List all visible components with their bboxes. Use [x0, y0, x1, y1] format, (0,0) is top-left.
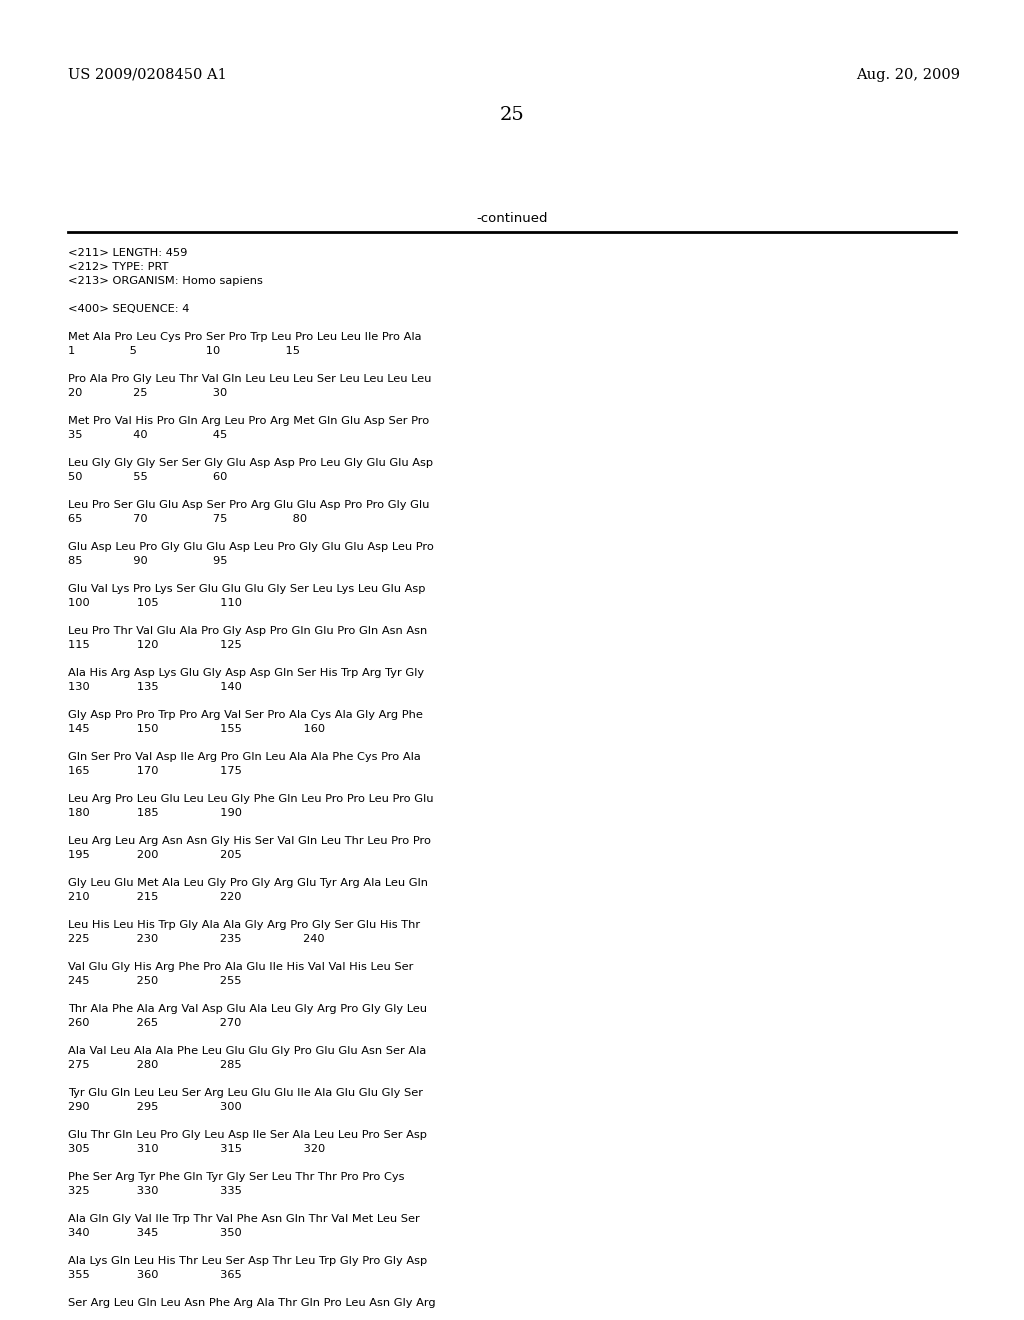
Text: Ala His Arg Asp Lys Glu Gly Asp Asp Gln Ser His Trp Arg Tyr Gly: Ala His Arg Asp Lys Glu Gly Asp Asp Gln … [68, 668, 424, 678]
Text: 325             330                 335: 325 330 335 [68, 1185, 242, 1196]
Text: 305             310                 315                 320: 305 310 315 320 [68, 1144, 326, 1154]
Text: 290             295                 300: 290 295 300 [68, 1102, 242, 1111]
Text: 115             120                 125: 115 120 125 [68, 640, 242, 649]
Text: -continued: -continued [476, 211, 548, 224]
Text: <213> ORGANISM: Homo sapiens: <213> ORGANISM: Homo sapiens [68, 276, 263, 286]
Text: Pro Ala Pro Gly Leu Thr Val Gln Leu Leu Leu Ser Leu Leu Leu Leu: Pro Ala Pro Gly Leu Thr Val Gln Leu Leu … [68, 374, 431, 384]
Text: 275             280                 285: 275 280 285 [68, 1060, 242, 1071]
Text: Ala Val Leu Ala Ala Phe Leu Glu Glu Gly Pro Glu Glu Asn Ser Ala: Ala Val Leu Ala Ala Phe Leu Glu Glu Gly … [68, 1045, 426, 1056]
Text: 50              55                  60: 50 55 60 [68, 473, 227, 482]
Text: 180             185                 190: 180 185 190 [68, 808, 242, 818]
Text: Glu Thr Gln Leu Pro Gly Leu Asp Ile Ser Ala Leu Leu Pro Ser Asp: Glu Thr Gln Leu Pro Gly Leu Asp Ile Ser … [68, 1130, 427, 1140]
Text: <211> LENGTH: 459: <211> LENGTH: 459 [68, 248, 187, 257]
Text: Leu Gly Gly Gly Ser Ser Gly Glu Asp Asp Pro Leu Gly Glu Glu Asp: Leu Gly Gly Gly Ser Ser Gly Glu Asp Asp … [68, 458, 433, 469]
Text: 65              70                  75                  80: 65 70 75 80 [68, 513, 307, 524]
Text: Leu Arg Pro Leu Glu Leu Leu Gly Phe Gln Leu Pro Pro Leu Pro Glu: Leu Arg Pro Leu Glu Leu Leu Gly Phe Gln … [68, 795, 433, 804]
Text: 20              25                  30: 20 25 30 [68, 388, 227, 399]
Text: 25: 25 [500, 106, 524, 124]
Text: 225             230                 235                 240: 225 230 235 240 [68, 935, 325, 944]
Text: 85              90                  95: 85 90 95 [68, 556, 227, 566]
Text: 355             360                 365: 355 360 365 [68, 1270, 242, 1280]
Text: 1               5                   10                  15: 1 5 10 15 [68, 346, 300, 356]
Text: Ala Lys Gln Leu His Thr Leu Ser Asp Thr Leu Trp Gly Pro Gly Asp: Ala Lys Gln Leu His Thr Leu Ser Asp Thr … [68, 1257, 427, 1266]
Text: 165             170                 175: 165 170 175 [68, 766, 242, 776]
Text: 145             150                 155                 160: 145 150 155 160 [68, 723, 326, 734]
Text: 245             250                 255: 245 250 255 [68, 975, 242, 986]
Text: Met Ala Pro Leu Cys Pro Ser Pro Trp Leu Pro Leu Leu Ile Pro Ala: Met Ala Pro Leu Cys Pro Ser Pro Trp Leu … [68, 333, 422, 342]
Text: 195             200                 205: 195 200 205 [68, 850, 242, 861]
Text: Met Pro Val His Pro Gln Arg Leu Pro Arg Met Gln Glu Asp Ser Pro: Met Pro Val His Pro Gln Arg Leu Pro Arg … [68, 416, 429, 426]
Text: Thr Ala Phe Ala Arg Val Asp Glu Ala Leu Gly Arg Pro Gly Gly Leu: Thr Ala Phe Ala Arg Val Asp Glu Ala Leu … [68, 1005, 427, 1014]
Text: 340             345                 350: 340 345 350 [68, 1228, 242, 1238]
Text: Ser Arg Leu Gln Leu Asn Phe Arg Ala Thr Gln Pro Leu Asn Gly Arg: Ser Arg Leu Gln Leu Asn Phe Arg Ala Thr … [68, 1298, 435, 1308]
Text: Aug. 20, 2009: Aug. 20, 2009 [856, 69, 961, 82]
Text: Glu Asp Leu Pro Gly Glu Glu Asp Leu Pro Gly Glu Glu Asp Leu Pro: Glu Asp Leu Pro Gly Glu Glu Asp Leu Pro … [68, 543, 434, 552]
Text: Gly Leu Glu Met Ala Leu Gly Pro Gly Arg Glu Tyr Arg Ala Leu Gln: Gly Leu Glu Met Ala Leu Gly Pro Gly Arg … [68, 878, 428, 888]
Text: 260             265                 270: 260 265 270 [68, 1018, 242, 1028]
Text: Glu Val Lys Pro Lys Ser Glu Glu Glu Gly Ser Leu Lys Leu Glu Asp: Glu Val Lys Pro Lys Ser Glu Glu Glu Gly … [68, 583, 426, 594]
Text: Leu Arg Leu Arg Asn Asn Gly His Ser Val Gln Leu Thr Leu Pro Pro: Leu Arg Leu Arg Asn Asn Gly His Ser Val … [68, 836, 431, 846]
Text: Phe Ser Arg Tyr Phe Gln Tyr Gly Ser Leu Thr Thr Pro Pro Cys: Phe Ser Arg Tyr Phe Gln Tyr Gly Ser Leu … [68, 1172, 404, 1181]
Text: 130             135                 140: 130 135 140 [68, 682, 242, 692]
Text: 35              40                  45: 35 40 45 [68, 430, 227, 440]
Text: 100             105                 110: 100 105 110 [68, 598, 242, 609]
Text: US 2009/0208450 A1: US 2009/0208450 A1 [68, 69, 226, 82]
Text: 210             215                 220: 210 215 220 [68, 892, 242, 902]
Text: Leu Pro Ser Glu Glu Asp Ser Pro Arg Glu Glu Asp Pro Pro Gly Glu: Leu Pro Ser Glu Glu Asp Ser Pro Arg Glu … [68, 500, 429, 510]
Text: <212> TYPE: PRT: <212> TYPE: PRT [68, 261, 168, 272]
Text: <400> SEQUENCE: 4: <400> SEQUENCE: 4 [68, 304, 189, 314]
Text: Tyr Glu Gln Leu Leu Ser Arg Leu Glu Glu Ile Ala Glu Glu Gly Ser: Tyr Glu Gln Leu Leu Ser Arg Leu Glu Glu … [68, 1088, 423, 1098]
Text: Leu His Leu His Trp Gly Ala Ala Gly Arg Pro Gly Ser Glu His Thr: Leu His Leu His Trp Gly Ala Ala Gly Arg … [68, 920, 420, 931]
Text: Gln Ser Pro Val Asp Ile Arg Pro Gln Leu Ala Ala Phe Cys Pro Ala: Gln Ser Pro Val Asp Ile Arg Pro Gln Leu … [68, 752, 421, 762]
Text: Leu Pro Thr Val Glu Ala Pro Gly Asp Pro Gln Glu Pro Gln Asn Asn: Leu Pro Thr Val Glu Ala Pro Gly Asp Pro … [68, 626, 427, 636]
Text: Val Glu Gly His Arg Phe Pro Ala Glu Ile His Val Val His Leu Ser: Val Glu Gly His Arg Phe Pro Ala Glu Ile … [68, 962, 414, 972]
Text: Ala Gln Gly Val Ile Trp Thr Val Phe Asn Gln Thr Val Met Leu Ser: Ala Gln Gly Val Ile Trp Thr Val Phe Asn … [68, 1214, 420, 1224]
Text: Gly Asp Pro Pro Trp Pro Arg Val Ser Pro Ala Cys Ala Gly Arg Phe: Gly Asp Pro Pro Trp Pro Arg Val Ser Pro … [68, 710, 423, 719]
